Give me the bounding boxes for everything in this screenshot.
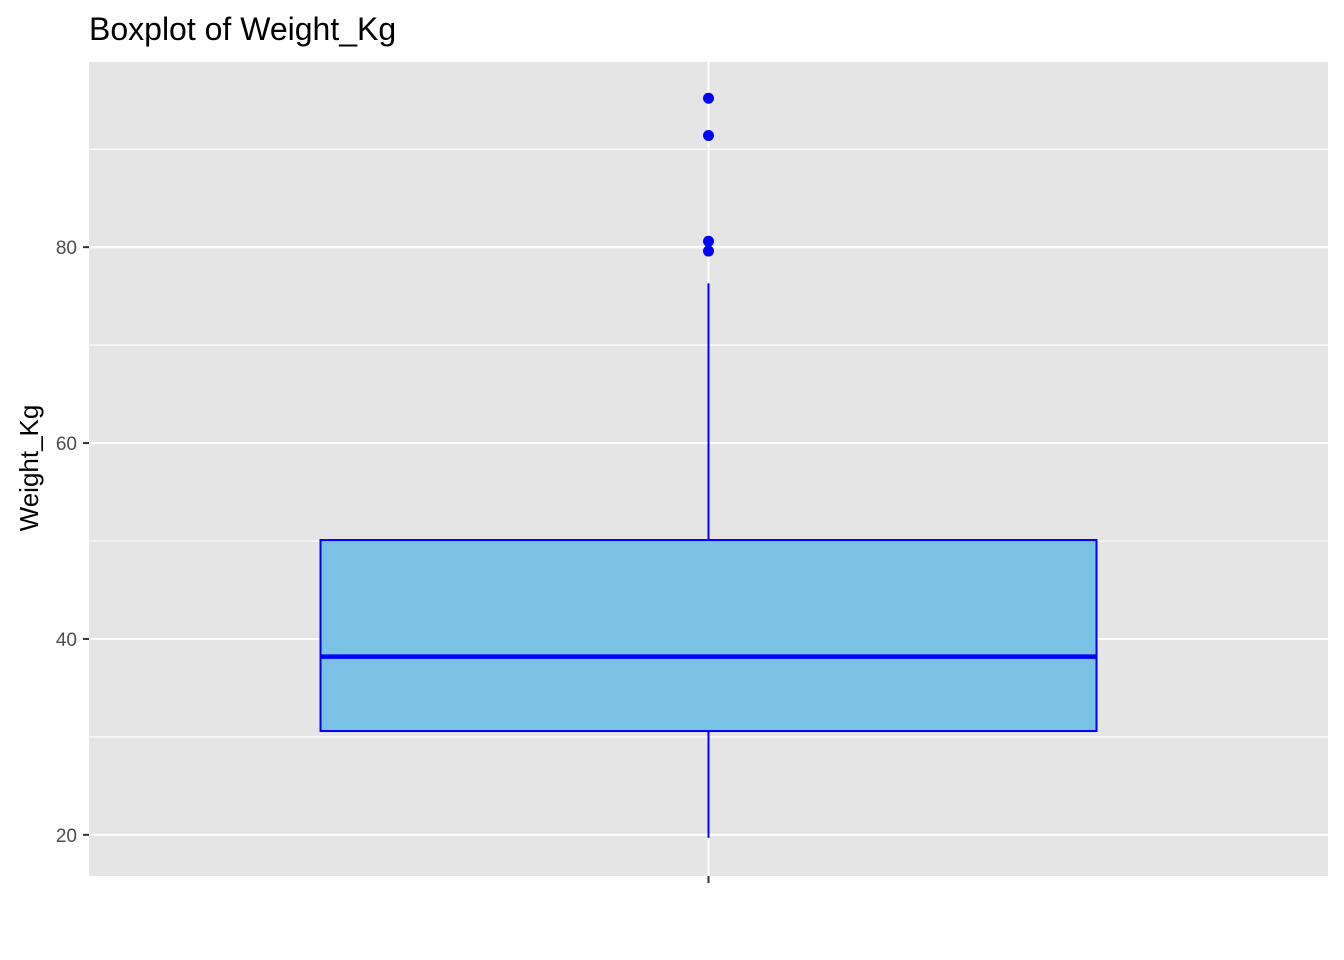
y-tick-label: 80 <box>56 238 77 259</box>
y-tick-label: 60 <box>56 434 77 455</box>
box-iqr <box>319 539 1098 733</box>
y-axis-title: Weight_Kg <box>14 405 44 532</box>
outlier-point <box>703 235 714 247</box>
box-group <box>319 92 1098 838</box>
chart-title: Boxplot of Weight_Kg <box>89 11 396 47</box>
outlier-point <box>703 92 714 104</box>
outlier-point <box>703 129 714 141</box>
y-tick-label: 40 <box>56 630 77 651</box>
outlier-point <box>703 245 714 257</box>
y-tick-label: 20 <box>56 826 77 847</box>
axes: 20 40 60 80 <box>56 238 710 883</box>
